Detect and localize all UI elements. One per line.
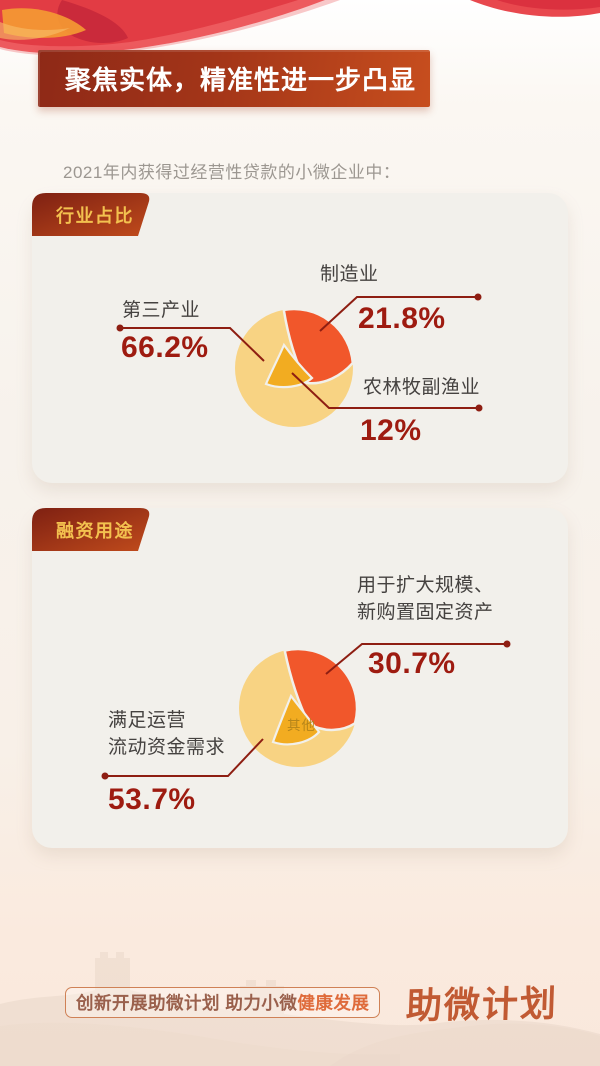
slice-label-expansion-line2: 新购置固定资产: [357, 602, 494, 623]
financing-pie-chart: [101, 640, 511, 780]
page-title: 聚焦实体，精准性进一步凸显: [65, 65, 417, 95]
footer-slogan-part2: 健康发展: [297, 993, 370, 1013]
slice-label-agriculture: 农林牧副渔业: [363, 377, 481, 398]
callout-dots: [116, 293, 483, 412]
title-banner: 聚焦实体，精准性进一步凸显: [38, 50, 430, 107]
callout-lines: [120, 296, 479, 409]
red-ribbon-decoration: [0, 0, 600, 56]
slice-label-working-capital-line2: 流动资金需求: [108, 737, 226, 758]
slice-value-working-capital: 53.7%: [108, 783, 196, 816]
section-tab-shape: [32, 508, 150, 551]
pie-slice-other[interactable]: [271, 693, 321, 746]
great-wall-watermark: [0, 952, 600, 1066]
slice-value-tertiary: 66.2%: [121, 331, 209, 364]
slice-label-other: 其他: [287, 718, 316, 733]
slice-value-agriculture: 12%: [360, 414, 422, 447]
section-tab-financing: 融资用途: [32, 508, 156, 551]
section-tab-shape: [32, 193, 150, 236]
industry-share-card: 行业占比 第三产业 66.2% 制造业 21.8% 农林牧副渔业 12%: [32, 193, 568, 483]
slice-label-expansion: 用于扩大规模、 新购置固定资产: [357, 572, 494, 626]
zhuwei-plan-logo: 助微计划: [405, 982, 559, 1028]
slice-label-expansion-line1: 用于扩大规模、: [357, 575, 494, 596]
subtitle: 2021年内获得过经营性贷款的小微企业中：: [63, 163, 401, 182]
slice-label-tertiary: 第三产业: [122, 300, 201, 321]
slice-value-expansion: 30.7%: [368, 647, 456, 680]
section-tab-label: 融资用途: [56, 520, 134, 541]
slice-label-working-capital-line1: 满足运营: [108, 710, 187, 731]
callout-lines: [105, 643, 507, 777]
pie-slice-agriculture[interactable]: [264, 342, 314, 389]
section-tab-industry: 行业占比: [32, 193, 156, 236]
footer-slogan-part1: 创新开展助微计划 助力小微: [76, 993, 298, 1013]
section-tab-label: 行业占比: [56, 205, 134, 226]
slice-label-manufacturing: 制造业: [320, 264, 379, 285]
slice-label-working-capital: 满足运营 流动资金需求: [108, 707, 225, 761]
footer-slogan-badge: 创新开展助微计划 助力小微 健康发展: [65, 987, 381, 1018]
industry-pie-chart: [116, 293, 483, 427]
financing-purpose-card: 融资用途 用于扩大规模、 新购置固定资产 30.7% 满足运营 流动资金需求: [32, 508, 568, 848]
callout-dots: [101, 640, 511, 780]
slice-value-manufacturing: 21.8%: [358, 302, 446, 335]
